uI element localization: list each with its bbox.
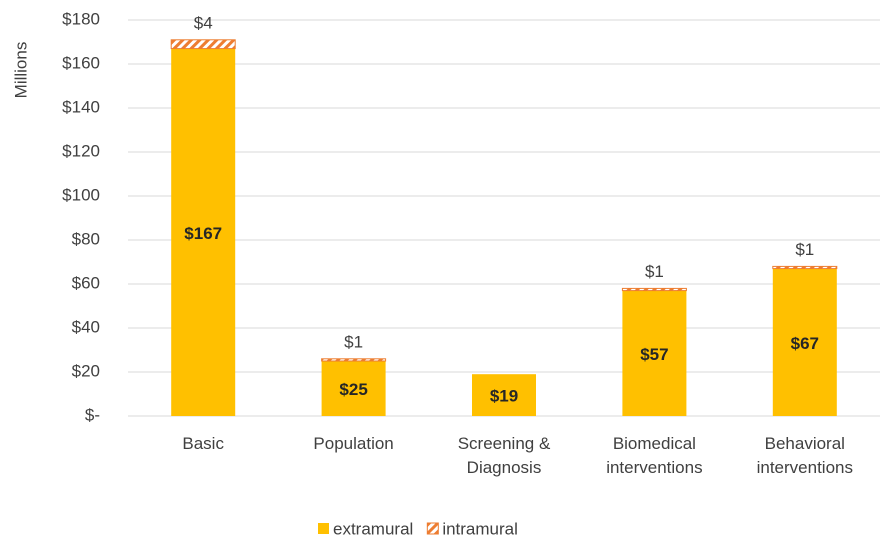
data-label: $167 bbox=[184, 224, 222, 243]
bar-segment bbox=[321, 358, 387, 362]
y-tick-label: $40 bbox=[72, 317, 100, 336]
legend-label: intramural bbox=[442, 519, 518, 538]
y-tick-label: $100 bbox=[62, 185, 100, 204]
data-label: $57 bbox=[640, 345, 668, 364]
y-tick-label: $160 bbox=[62, 53, 100, 72]
data-label: $25 bbox=[339, 380, 367, 399]
y-tick-label: $140 bbox=[62, 97, 100, 116]
bar-segment bbox=[772, 265, 838, 270]
y-tick-label: $60 bbox=[72, 273, 100, 292]
data-label: $1 bbox=[344, 332, 363, 351]
bar-segment bbox=[321, 361, 386, 416]
y-axis-label: Millions bbox=[11, 42, 30, 99]
data-label: $67 bbox=[791, 334, 819, 353]
bar-segment bbox=[772, 268, 837, 416]
x-tick-label: Biomedical interventions bbox=[606, 434, 703, 477]
bar-segment bbox=[622, 290, 687, 416]
y-tick-label: $80 bbox=[72, 229, 100, 248]
data-label: $4 bbox=[194, 13, 213, 32]
y-tick-label: $180 bbox=[62, 9, 100, 28]
legend-swatch bbox=[426, 522, 439, 535]
data-label: $19 bbox=[490, 387, 518, 406]
bar-segment bbox=[170, 39, 236, 50]
bar-segment bbox=[171, 48, 236, 416]
y-tick-label: $20 bbox=[72, 361, 100, 380]
bar-segment bbox=[621, 287, 687, 292]
data-label: $1 bbox=[645, 262, 664, 281]
legend-swatch bbox=[318, 523, 329, 534]
legend-label: extramural bbox=[333, 519, 413, 538]
x-tick-label: Population bbox=[313, 434, 394, 453]
x-tick-label: Screening & Diagnosis bbox=[457, 434, 551, 477]
x-tick-label: Basic bbox=[182, 434, 224, 453]
bar-segment bbox=[472, 374, 536, 416]
data-label: $1 bbox=[795, 240, 814, 259]
y-tick-label: $- bbox=[85, 405, 100, 424]
x-tick-label: Behavioral interventions bbox=[756, 434, 853, 477]
y-tick-label: $120 bbox=[62, 141, 100, 160]
